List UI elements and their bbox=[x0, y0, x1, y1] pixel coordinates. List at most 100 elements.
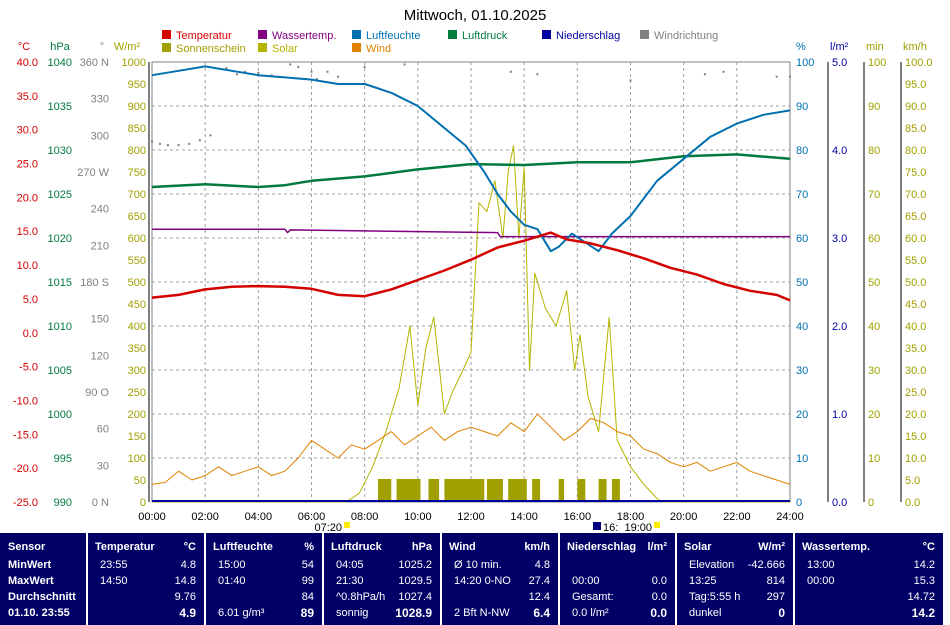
axis-unit: hPa bbox=[50, 41, 70, 53]
column-unit: % bbox=[304, 541, 314, 553]
legend-swatch bbox=[448, 30, 457, 39]
axis-tick-label: 60 bbox=[796, 233, 808, 245]
wind-direction-point bbox=[703, 73, 706, 76]
column-header: Niederschlag bbox=[567, 541, 637, 553]
sunshine-bar bbox=[396, 479, 421, 501]
axis-tick-label: 90.0 bbox=[905, 101, 926, 113]
x-tick-label: 06:00 bbox=[298, 511, 326, 523]
plot-area bbox=[151, 61, 791, 503]
axis-tick-label: 0 bbox=[868, 497, 874, 509]
row-label: 01.10. 23:55 bbox=[8, 607, 70, 619]
axis-tick-label: -20.0 bbox=[13, 463, 38, 475]
axis-tick-label: 100 bbox=[868, 57, 886, 69]
cell-value: 0.0 bbox=[651, 575, 667, 587]
wind-direction-point bbox=[198, 139, 201, 142]
axis-tick-label: 0 N bbox=[92, 497, 109, 509]
axis-tick-label: 0.0 bbox=[832, 497, 847, 509]
axis-tick-label: 35.0 bbox=[17, 91, 38, 103]
legend-swatch bbox=[162, 43, 171, 52]
cell-value: 89 bbox=[300, 606, 314, 620]
sunset-label: 19:00 bbox=[624, 522, 652, 533]
legend-swatch bbox=[542, 30, 551, 39]
cell-value: 1028.9 bbox=[395, 606, 432, 620]
moon-label: 16: bbox=[603, 522, 618, 533]
axis-tick-label: 80 bbox=[796, 145, 808, 157]
legend-label: Niederschlag bbox=[556, 30, 620, 42]
legend-label: Luftfeuchte bbox=[366, 30, 420, 42]
sunshine-bar bbox=[558, 479, 565, 501]
axis-tick-label: 40.0 bbox=[17, 57, 38, 69]
column-unit: °C bbox=[183, 541, 196, 553]
axis-tick-label: -5.0 bbox=[19, 362, 38, 374]
axis-tick-label: 1030 bbox=[48, 145, 72, 157]
row-label: MaxWert bbox=[8, 575, 54, 587]
axis-tick-label: 400 bbox=[128, 321, 146, 333]
cell-value: 1029.5 bbox=[398, 575, 432, 587]
wind-direction-point bbox=[158, 142, 161, 145]
wind-direction-point bbox=[209, 134, 212, 137]
sunshine-bar bbox=[508, 479, 527, 501]
x-tick-label: 14:00 bbox=[510, 511, 538, 523]
wind-direction-point bbox=[244, 70, 247, 73]
axis-tick-label: 5.0 bbox=[23, 294, 38, 306]
table-column: Luftdruck hPa 04:05 1025.2 21:30 1029.5 ^0.8hP… bbox=[324, 533, 440, 625]
x-tick-label: 12:00 bbox=[457, 511, 485, 523]
legend-label: Wassertemp. bbox=[272, 30, 336, 42]
wind-direction-point bbox=[166, 144, 169, 147]
axis-tick-label: 1005 bbox=[48, 365, 72, 377]
axis-tick-label: 50 bbox=[796, 277, 808, 289]
sunshine-bar bbox=[486, 479, 503, 501]
cell-value: 814 bbox=[766, 575, 785, 587]
axis-tick-label: 100.0 bbox=[905, 57, 933, 69]
axis-tick-label: 50 bbox=[134, 475, 146, 487]
x-tick-label: 18:00 bbox=[617, 511, 645, 523]
axis-tick-label: 10 bbox=[796, 453, 808, 465]
cell-value: 14.2 bbox=[913, 559, 935, 571]
sunshine-bar bbox=[577, 479, 586, 501]
axis-tick-label: 1000 bbox=[122, 57, 146, 69]
column-unit: hPa bbox=[411, 541, 432, 553]
axis-tick-label: 1015 bbox=[48, 277, 72, 289]
cell-time: 14:50 bbox=[100, 575, 128, 587]
temperature-series-line bbox=[151, 231, 791, 302]
axis-tick-label: 1040 bbox=[48, 57, 72, 69]
axis-unit: km/h bbox=[903, 41, 927, 53]
wind-direction-point bbox=[188, 142, 191, 145]
sunrise-label: 07:20 bbox=[314, 522, 342, 533]
cell-time: 23:55 bbox=[100, 559, 128, 571]
row-label: Sensor bbox=[8, 541, 46, 553]
wind-direction-point bbox=[363, 65, 366, 68]
legend-swatch bbox=[258, 30, 267, 39]
x-tick-label: 04:00 bbox=[245, 511, 273, 523]
row-label: Durchschnitt bbox=[8, 591, 76, 603]
axis-tick-label: 60 bbox=[97, 424, 109, 436]
pressure-series-line bbox=[151, 153, 791, 189]
weather-chart: Mittwoch, 01.10.2025 Temperatur Wassertem… bbox=[13, 7, 933, 533]
column-header: Wind bbox=[449, 541, 476, 553]
sunshine-bar bbox=[377, 479, 392, 501]
wind-direction-point bbox=[315, 78, 318, 81]
cell-value: 4.8 bbox=[180, 559, 196, 571]
axis-tick-label: 50.0 bbox=[905, 277, 926, 289]
axis-tick-label: 900 bbox=[128, 101, 146, 113]
axis-tick-label: 100 bbox=[796, 57, 814, 69]
axis-tick-label: 85.0 bbox=[905, 123, 926, 135]
cell-value: 54 bbox=[301, 559, 314, 571]
cell-value: 6.4 bbox=[533, 606, 550, 620]
axis-unit: min bbox=[866, 41, 884, 53]
axis-tick-label: 950 bbox=[128, 79, 146, 91]
wind-direction-point bbox=[403, 63, 406, 66]
legend-label: Sonnenschein bbox=[176, 43, 246, 55]
wind-direction-point bbox=[775, 75, 778, 78]
axis-tick-label: 10 bbox=[868, 453, 880, 465]
cell-time: 04:05 bbox=[336, 559, 364, 571]
table-column: Wind km/h Ø 10 min. 4.8 14:20 0-NO 27.4 12.4 2 … bbox=[442, 533, 558, 625]
axis-tick-label: 50 bbox=[868, 277, 880, 289]
cell-time: 00:00 bbox=[807, 575, 835, 587]
axis-tick-label: 2.0 bbox=[832, 321, 847, 333]
axis-tick-label: 750 bbox=[128, 167, 146, 179]
axis-tick-label: 90 bbox=[796, 101, 808, 113]
cell-value: 0 bbox=[778, 606, 785, 620]
axis-tick-label: 40.0 bbox=[905, 321, 926, 333]
column-unit: W/m² bbox=[758, 541, 785, 553]
